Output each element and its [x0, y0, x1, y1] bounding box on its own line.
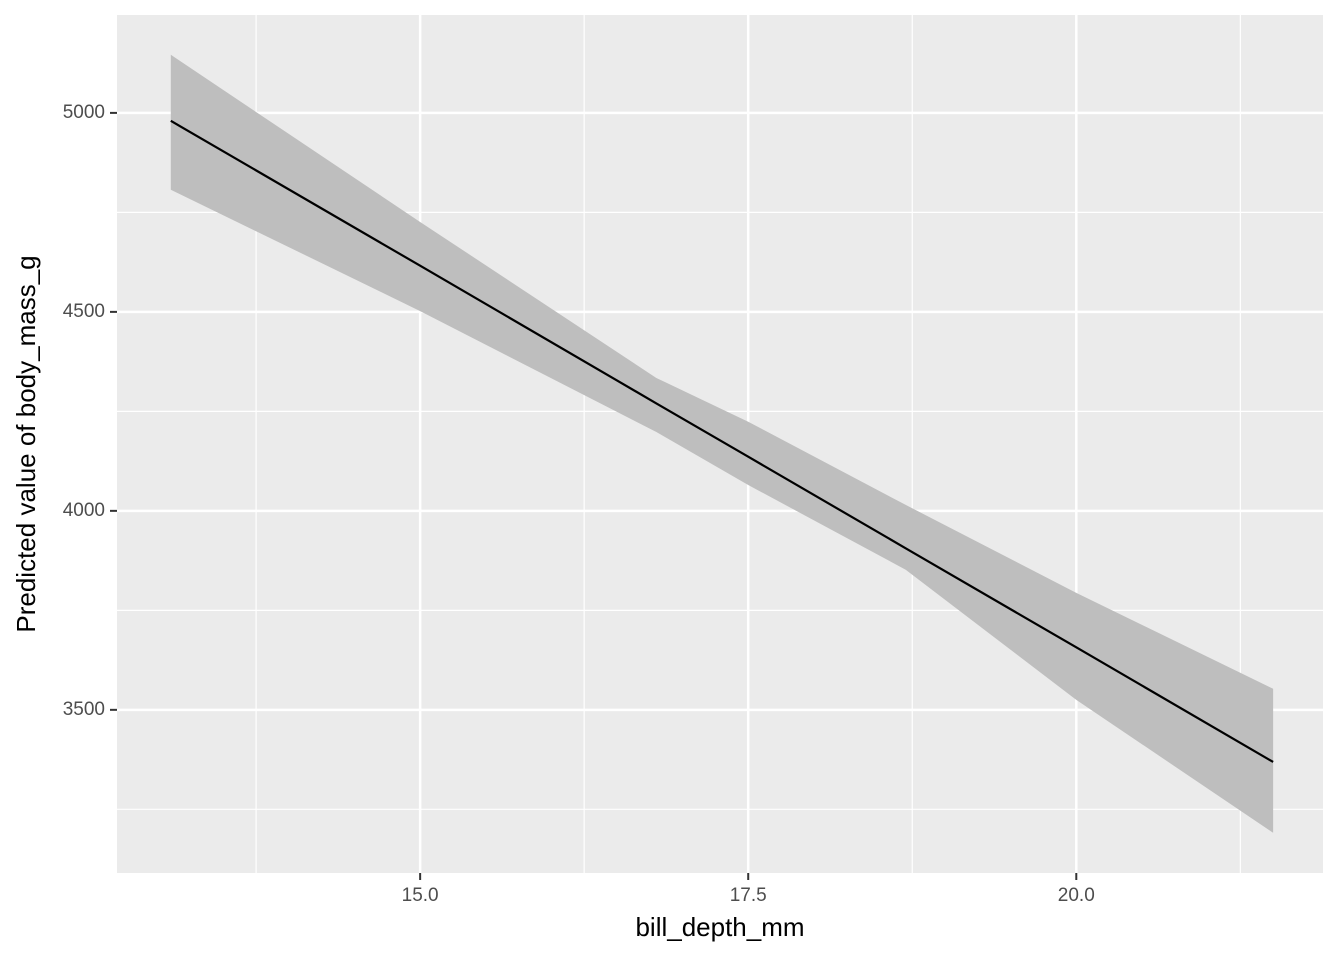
fit-line	[170, 119, 1274, 763]
x-axis-title: bill_depth_mm	[635, 912, 804, 942]
y-tick-label: 4000	[63, 500, 105, 521]
x-tick-label: 17.5	[730, 885, 767, 906]
y-tick-label: 5000	[63, 102, 105, 123]
x-tick-label: 20.0	[1058, 885, 1095, 906]
y-axis-title: Predicted value of body_mass_g	[11, 255, 41, 632]
confidence-band	[170, 54, 1274, 833]
y-tick-label: 3500	[63, 699, 105, 720]
y-tick-label: 4500	[63, 301, 105, 322]
x-tick-label: 15.0	[402, 885, 439, 906]
marks	[170, 54, 1274, 833]
